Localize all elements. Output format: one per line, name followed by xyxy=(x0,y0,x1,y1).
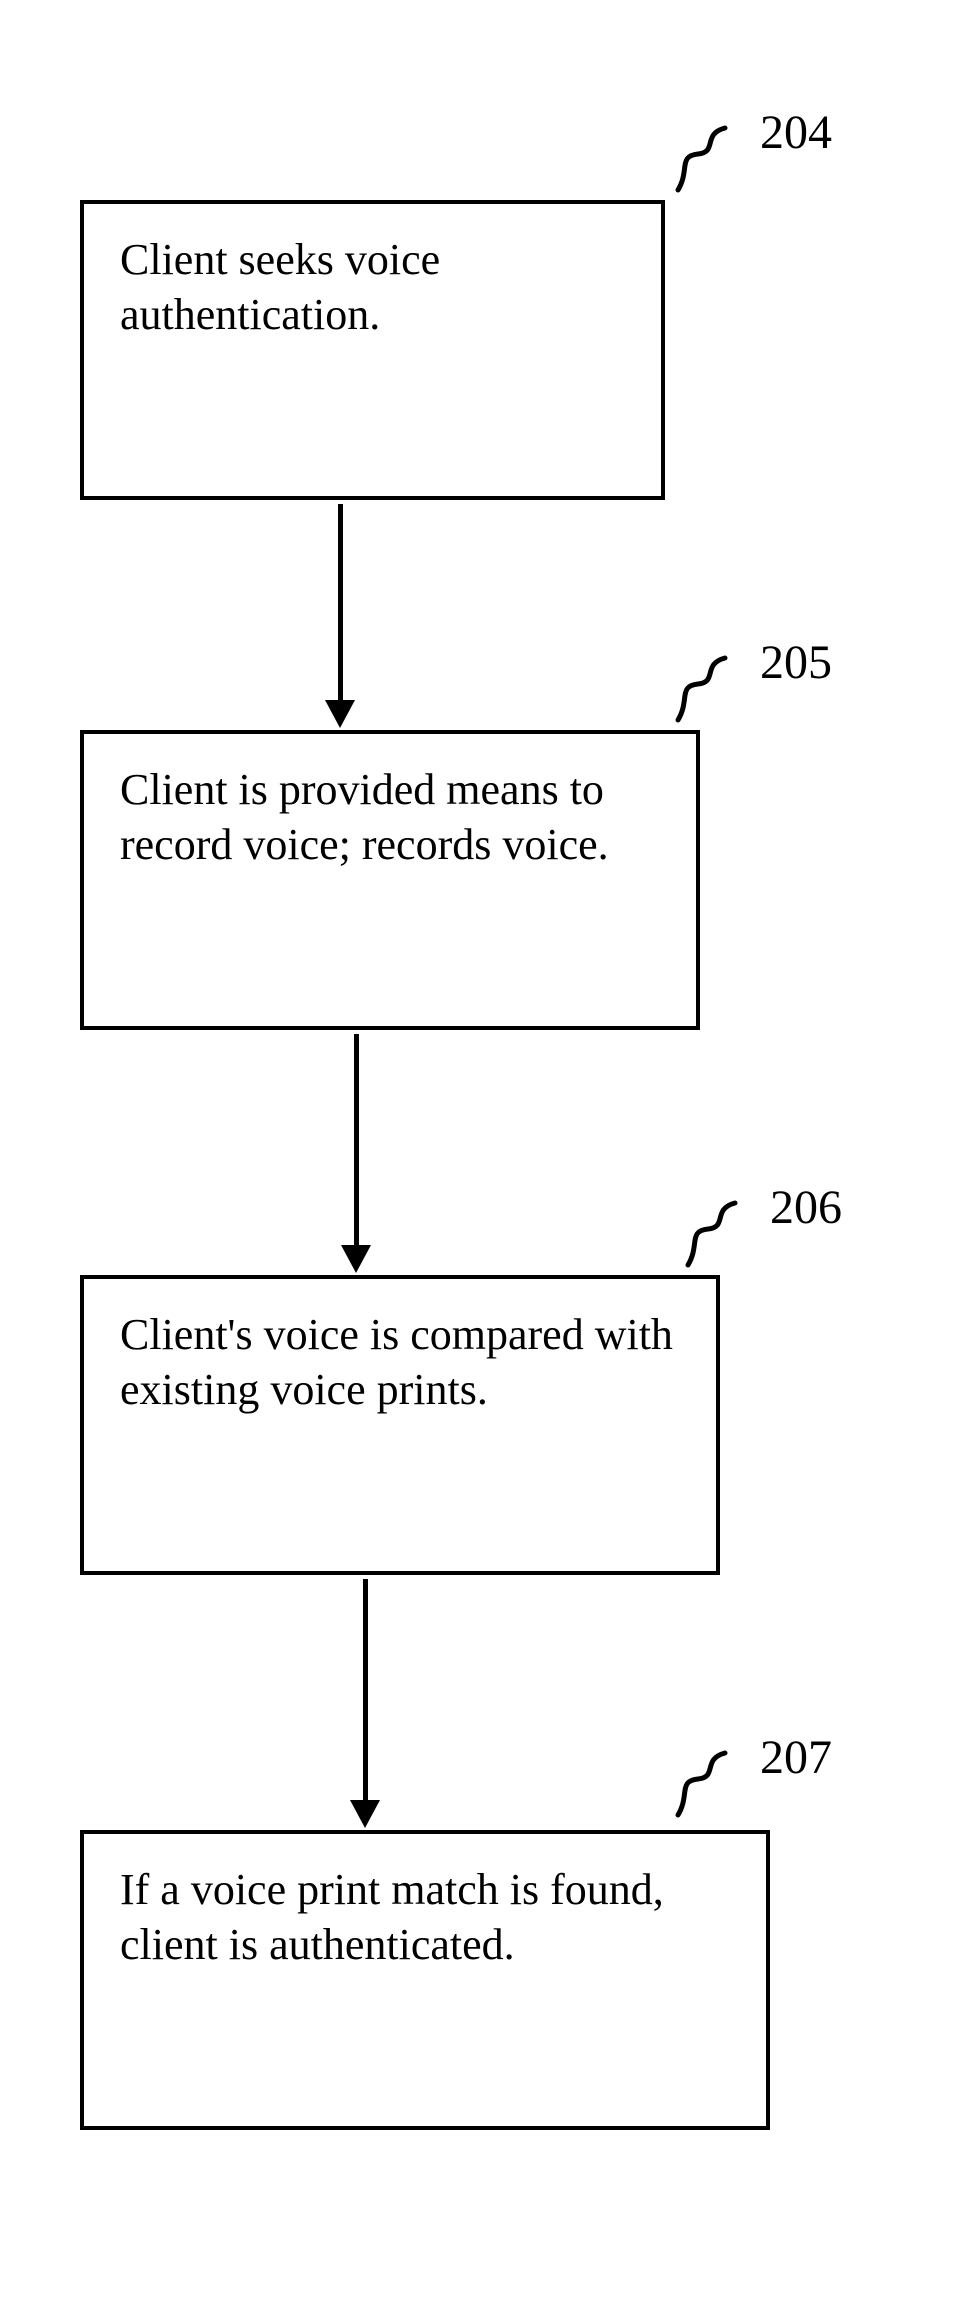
callout-label-205: 205 xyxy=(760,635,832,690)
arrow-stem xyxy=(338,504,343,702)
flow-box-204: Client seeks voice authentication. xyxy=(80,200,665,500)
flow-box-207: If a voice print match is found, client … xyxy=(80,1830,770,2130)
callout-label-204: 204 xyxy=(760,105,832,160)
flow-box-text: Client seeks voice authentication. xyxy=(120,235,440,339)
arrow-stem xyxy=(363,1579,368,1802)
flow-box-text: Client's voice is compared with existing… xyxy=(120,1310,673,1414)
callout-label-text: 206 xyxy=(770,1181,842,1234)
arrow-stem xyxy=(354,1034,359,1247)
callout-label-207: 207 xyxy=(760,1730,832,1785)
arrow-head xyxy=(341,1245,371,1273)
callout-label-text: 205 xyxy=(760,636,832,689)
flow-box-205: Client is provided means to record voice… xyxy=(80,730,700,1030)
flow-box-text: If a voice print match is found, client … xyxy=(120,1865,664,1969)
callout-squiggle-205 xyxy=(670,650,748,728)
arrow-head xyxy=(350,1800,380,1828)
callout-squiggle-207 xyxy=(670,1745,748,1823)
callout-label-206: 206 xyxy=(770,1180,842,1235)
arrow-head xyxy=(325,700,355,728)
flow-box-206: Client's voice is compared with existing… xyxy=(80,1275,720,1575)
callout-label-text: 207 xyxy=(760,1731,832,1784)
callout-label-text: 204 xyxy=(760,106,832,159)
callout-squiggle-204 xyxy=(670,120,748,198)
flow-box-text: Client is provided means to record voice… xyxy=(120,765,609,869)
callout-squiggle-206 xyxy=(680,1195,758,1273)
